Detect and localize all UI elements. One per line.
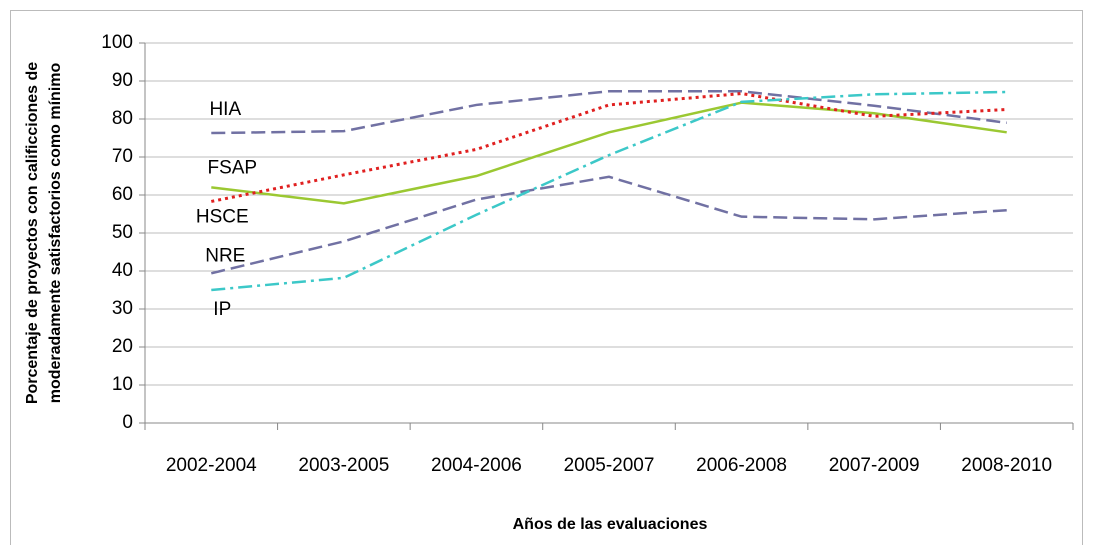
y-tick-label: 50 <box>112 222 133 243</box>
series-line <box>211 90 1007 292</box>
y-tick-label: 100 <box>101 32 133 53</box>
chart-frame <box>10 10 1083 545</box>
series-line <box>210 175 1007 275</box>
series-label: IP <box>213 299 231 320</box>
x-tick-label: 2007-2009 <box>829 455 920 476</box>
series-line <box>210 92 1007 203</box>
y-tick-label: 80 <box>112 108 133 129</box>
x-tick-label: 2005-2007 <box>564 455 655 476</box>
x-tick-label: 2008-2010 <box>961 455 1052 476</box>
y-tick-label: 70 <box>112 146 133 167</box>
series-line <box>211 90 1007 135</box>
y-axis-title: moderadamente satisfactorios como mínimo <box>47 63 64 404</box>
series-label: FSAP <box>207 157 257 178</box>
y-tick-label: 10 <box>112 374 133 395</box>
series-line <box>211 101 1007 205</box>
y-tick-label: 40 <box>112 260 133 281</box>
y-tick-label: 90 <box>112 70 133 91</box>
series-label: HIA <box>209 99 241 120</box>
x-tick-label: 2006-2008 <box>696 455 787 476</box>
y-axis-title: Porcentaje de proyectos con calificcione… <box>24 62 41 404</box>
x-tick-label: 2003-2005 <box>298 455 389 476</box>
series-label: NRE <box>205 245 245 266</box>
x-tick-label: 2002-2004 <box>166 455 257 476</box>
y-tick-label: 30 <box>112 298 133 319</box>
y-tick-label: 20 <box>112 336 133 357</box>
y-tick-label: 0 <box>122 412 133 433</box>
x-axis-title: Años de las evaluaciones <box>513 516 708 533</box>
y-tick-label: 60 <box>112 184 133 205</box>
series-label: HSCE <box>196 206 249 227</box>
x-tick-label: 2004-2006 <box>431 455 522 476</box>
